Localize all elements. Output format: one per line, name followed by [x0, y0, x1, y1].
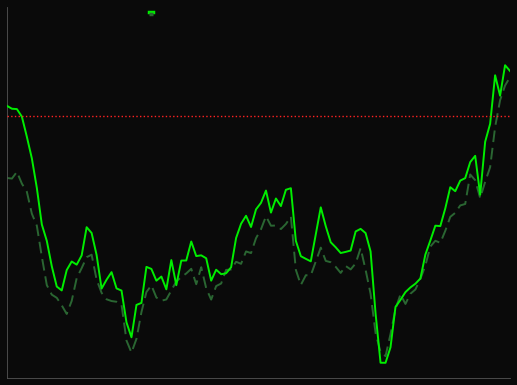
Legend: , : ,	[148, 11, 153, 15]
